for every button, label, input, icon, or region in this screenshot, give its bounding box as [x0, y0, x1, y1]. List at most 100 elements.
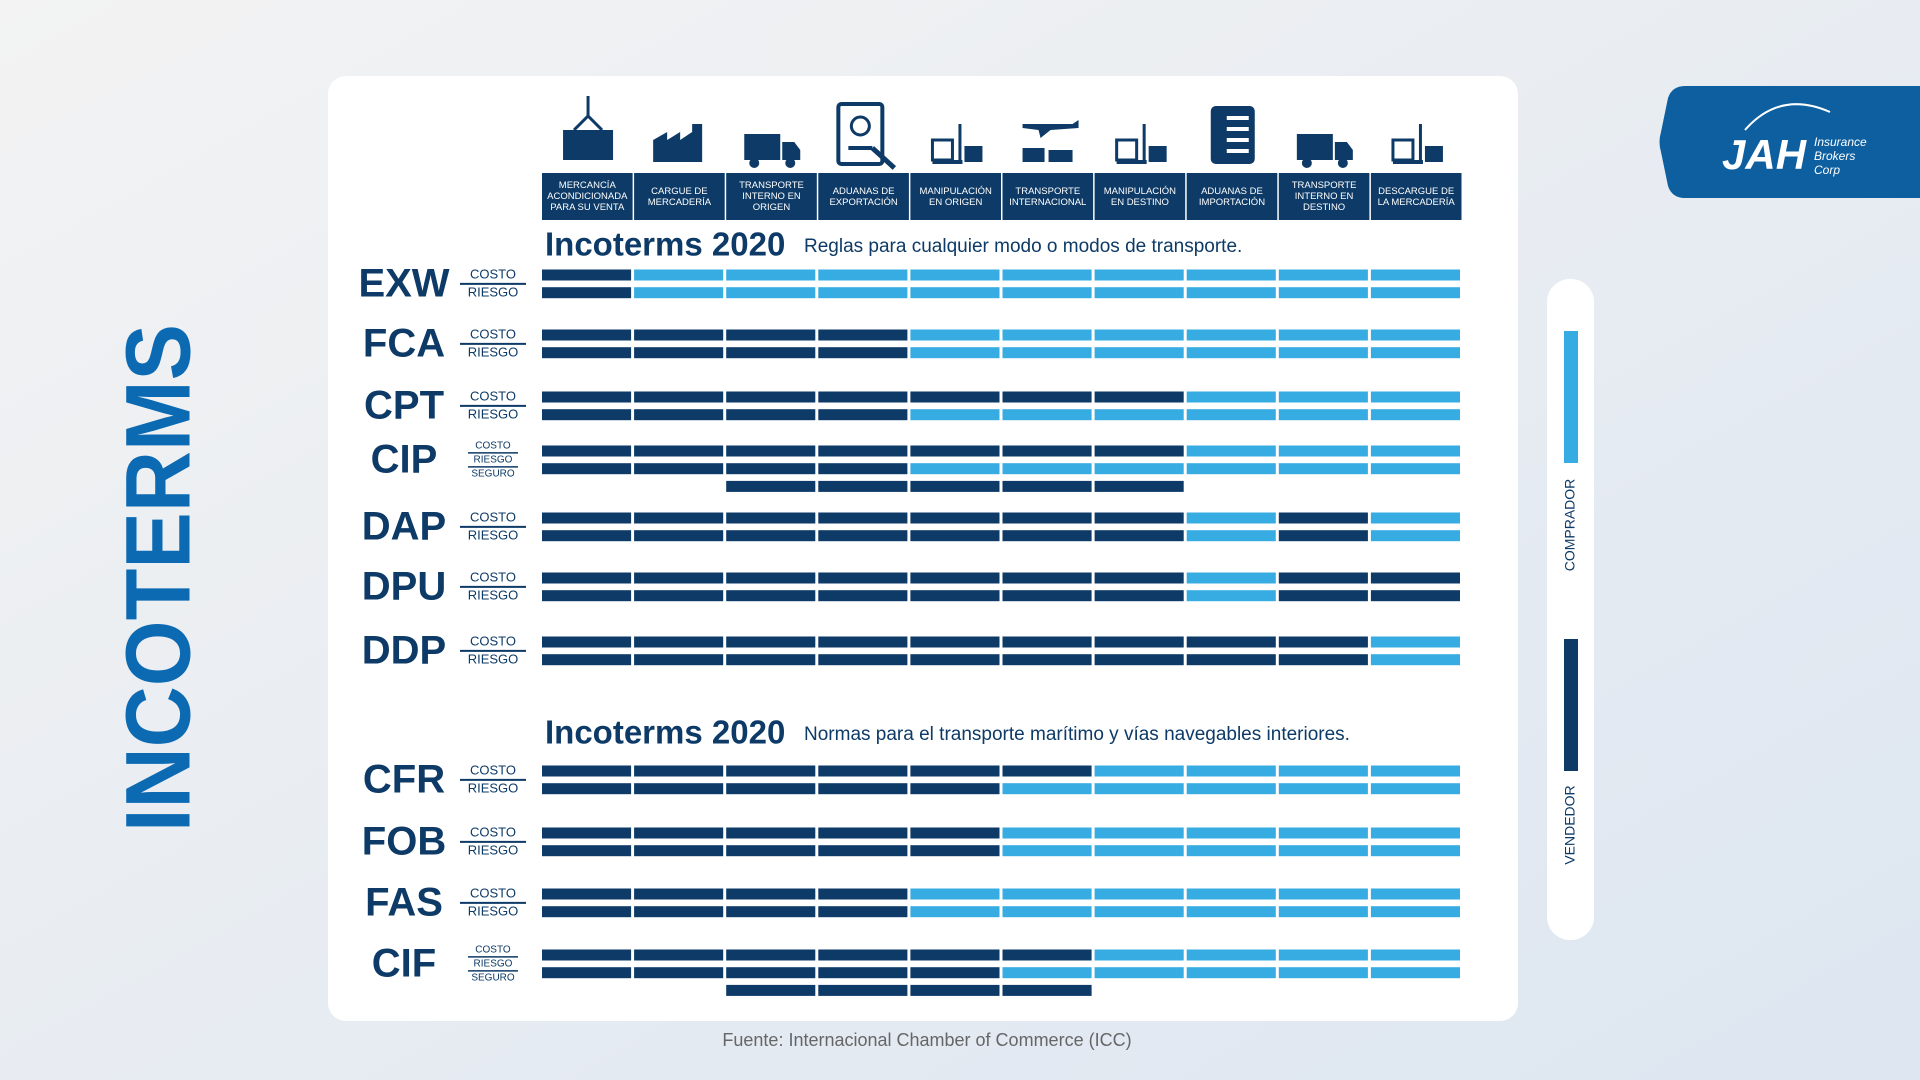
line-label: RIESGO: [468, 903, 519, 918]
responsibility-bar: [1002, 827, 1092, 839]
responsibility-bar: [818, 949, 908, 961]
responsibility-bar: [1002, 949, 1092, 961]
responsibility-bar: [1278, 765, 1368, 777]
column-header-bg: [634, 173, 725, 220]
responsibility-bar: [726, 906, 816, 918]
column-header-bg: [1278, 173, 1370, 220]
responsibility-bar: [1370, 654, 1460, 666]
column-header-bg: [1370, 173, 1462, 220]
responsibility-bar: [818, 984, 908, 996]
responsibility-bar: [634, 783, 724, 795]
responsibility-bar: [1278, 967, 1368, 979]
responsibility-bar: [1278, 636, 1368, 648]
responsibility-bar: [1370, 409, 1460, 421]
responsibility-bar: [1002, 391, 1092, 403]
column-header-bg: [910, 173, 1001, 220]
responsibility-bar: [542, 269, 632, 281]
icon-part: [1116, 160, 1147, 164]
responsibility-bar: [1002, 512, 1092, 524]
icon-part: [1048, 150, 1073, 162]
responsibility-bar: [1278, 530, 1368, 542]
responsibility-bar: [1370, 845, 1460, 857]
responsibility-bar: [910, 636, 1000, 648]
responsibility-bar: [1278, 827, 1368, 839]
responsibility-bar: [1094, 391, 1184, 403]
responsibility-bar: [1370, 329, 1460, 341]
responsibility-bar: [1094, 827, 1184, 839]
responsibility-bar: [910, 391, 1000, 403]
responsibility-bar: [634, 347, 724, 359]
responsibility-bar: [726, 888, 816, 900]
legend-box: [1547, 279, 1594, 940]
responsibility-bar: [634, 329, 724, 341]
responsibility-bar: [1186, 409, 1276, 421]
section-subtitle: Reglas para cualquier modo o modos de tr…: [804, 236, 1242, 257]
column-header: MERCANCÍA ACONDICIONADA PARA SU VENTA: [547, 180, 628, 213]
line-label: SEGURO: [471, 468, 515, 479]
responsibility-bar: [634, 827, 724, 839]
section-heading: Incoterms 2020: [545, 714, 785, 751]
column-header-box: DESCARGUE DE LA MERCADERÍA: [1378, 186, 1455, 208]
incoterm-code: DAP: [362, 504, 446, 548]
column-header: CARGUE DE MERCADERÍA: [647, 185, 712, 208]
responsibility-bar: [910, 949, 1000, 961]
icon-part: [958, 124, 962, 164]
line-label: RIESGO: [468, 587, 519, 602]
responsibility-bar: [910, 765, 1000, 777]
legend-label: VENDEDOR: [1562, 785, 1578, 864]
responsibility-bar: [1094, 480, 1184, 492]
responsibility-bar: [910, 845, 1000, 857]
icon-part: [1301, 158, 1312, 168]
line-label: COSTO: [475, 440, 511, 451]
responsibility-bar: [910, 463, 1000, 475]
icon-part: [1142, 124, 1146, 164]
responsibility-bar: [634, 590, 724, 602]
responsibility-bar: [634, 530, 724, 542]
responsibility-bar: [634, 636, 724, 648]
responsibility-bar: [1186, 765, 1276, 777]
responsibility-bar: [818, 783, 908, 795]
responsibility-bar: [634, 967, 724, 979]
responsibility-bar: [910, 888, 1000, 900]
line-label: COSTO: [470, 509, 516, 524]
responsibility-bar: [542, 347, 632, 359]
responsibility-bar: [1002, 783, 1092, 795]
responsibility-bar: [1186, 512, 1276, 524]
responsibility-bar: [818, 827, 908, 839]
logo-arc: [1744, 103, 1831, 131]
responsibility-bar: [542, 967, 632, 979]
column-header-bg: [1094, 173, 1186, 220]
responsibility-bar: [542, 590, 632, 602]
responsibility-bar: [1278, 329, 1368, 341]
responsibility-bar: [1278, 512, 1368, 524]
responsibility-bar: [1278, 906, 1368, 918]
column-icon: [1296, 134, 1353, 168]
responsibility-bar: [1094, 287, 1184, 299]
responsibility-bar: [1186, 949, 1276, 961]
responsibility-bar: [1186, 530, 1276, 542]
responsibility-bar: [1002, 984, 1092, 996]
line-label: COSTO: [470, 326, 516, 341]
icon-part: [849, 115, 871, 137]
responsibility-bar: [634, 391, 724, 403]
logo-tagline: Insurance: [1814, 135, 1867, 149]
incoterm-code: CPT: [364, 383, 444, 427]
incoterm-code: CIF: [372, 941, 436, 985]
line-label: RIESGO: [468, 284, 519, 299]
icon-part: [1226, 138, 1249, 142]
responsibility-bar: [1094, 463, 1184, 475]
responsibility-bar: [1278, 409, 1368, 421]
icon-part: [749, 158, 760, 168]
incoterm-code: FCA: [363, 321, 445, 365]
column-header: MANIPULACIÓN EN ORIGEN: [919, 185, 992, 208]
responsibility-bar: [1370, 269, 1460, 281]
responsibility-bar: [1278, 845, 1368, 857]
responsibility-bar: [1370, 636, 1460, 648]
column-header-bg: [1186, 173, 1278, 220]
responsibility-bar: [1002, 845, 1092, 857]
responsibility-bar: [1370, 906, 1460, 918]
responsibility-bar: [1186, 269, 1276, 281]
responsibility-bar: [1094, 845, 1184, 857]
line-label: COSTO: [470, 266, 516, 281]
responsibility-bar: [726, 409, 816, 421]
